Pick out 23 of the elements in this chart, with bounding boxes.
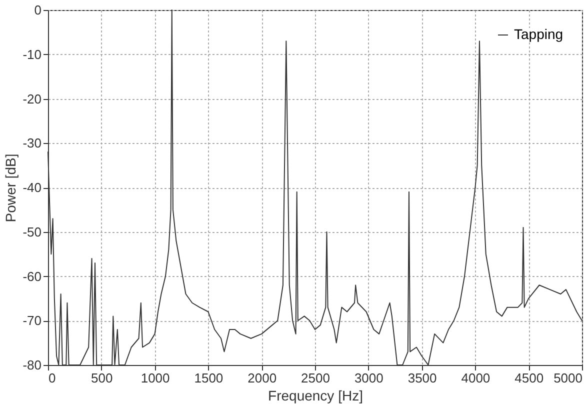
x-tick-label: 4000 bbox=[461, 370, 490, 386]
x-tick-label: 0 bbox=[48, 370, 56, 386]
legend-label: Tapping bbox=[514, 26, 564, 42]
x-tick-label: 2000 bbox=[248, 370, 277, 386]
x-tick-label: 3500 bbox=[408, 370, 437, 386]
x-tick-label: 1500 bbox=[194, 370, 224, 386]
y-tick-label: -40 bbox=[22, 180, 42, 195]
y-tick-label: 0 bbox=[34, 2, 42, 18]
y-tick-label: -60 bbox=[22, 268, 42, 284]
y-tick-label: -10 bbox=[22, 46, 42, 62]
x-tick-label: 500 bbox=[91, 370, 113, 386]
x-tick-label: 2500 bbox=[301, 370, 330, 386]
x-axis-title: Frequency [Hz] bbox=[268, 388, 363, 404]
y-axis-title: Power [dB] bbox=[2, 154, 19, 222]
y-tick-label: -50 bbox=[22, 224, 42, 240]
y-tick-label: -30 bbox=[22, 136, 42, 151]
x-tick-label: 1000 bbox=[140, 370, 170, 386]
x-tick-label: 5000 bbox=[554, 370, 582, 386]
y-tick-label: -20 bbox=[22, 91, 42, 106]
y-tick-label: -70 bbox=[22, 313, 42, 328]
x-tick-label: 3000 bbox=[354, 370, 384, 386]
y-tick-label: -80 bbox=[22, 358, 42, 372]
x-tick-label: 4500 bbox=[514, 370, 544, 386]
